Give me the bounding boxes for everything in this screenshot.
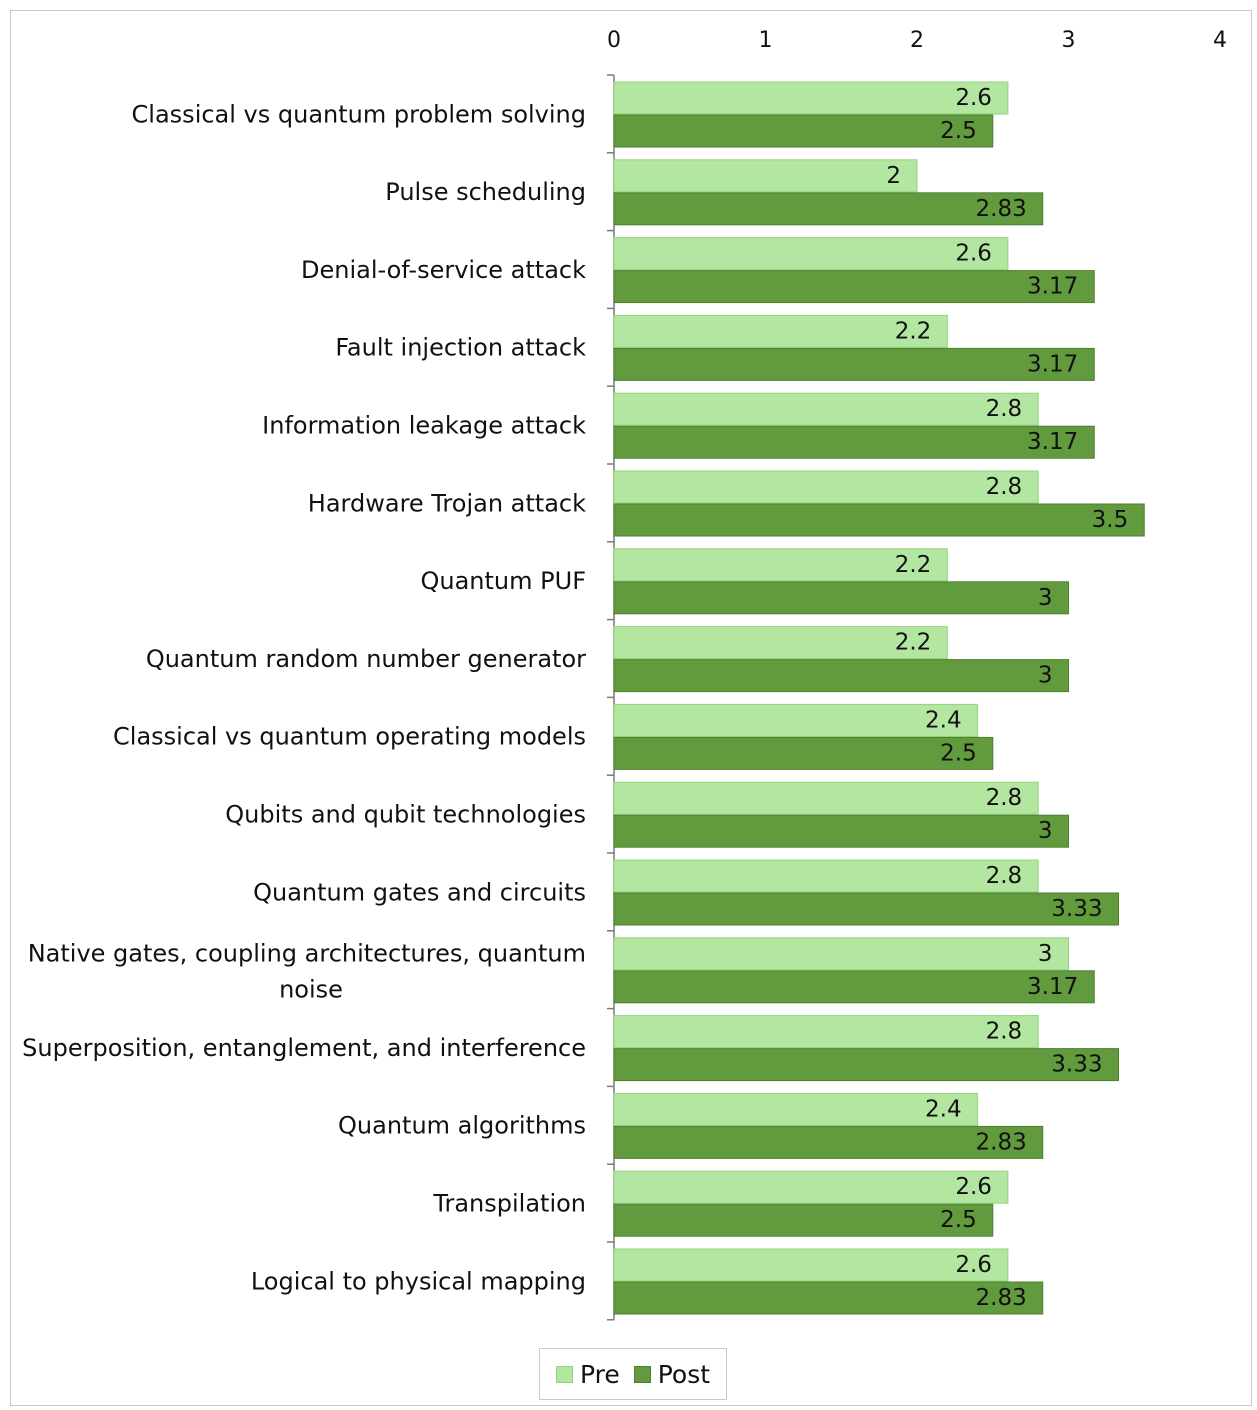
bar-pre: [613, 626, 948, 660]
data-label-post: 2.5: [940, 740, 977, 766]
category-label: Quantum random number generator: [146, 645, 586, 673]
x-tick-label: 0: [607, 28, 621, 53]
data-label-pre: 2.8: [986, 785, 1023, 811]
category-label: Denial-of-service attack: [301, 256, 586, 284]
bar-pre: [613, 237, 1009, 271]
data-label-post: 3: [1038, 663, 1053, 689]
data-label-pre: 2.4: [925, 1096, 962, 1122]
bar-post: [613, 1125, 1044, 1159]
x-tick-label: 2: [910, 28, 924, 53]
category-label: Logical to physical mapping: [251, 1267, 586, 1295]
category-label: Pulse scheduling: [385, 178, 586, 206]
bar-post: [613, 114, 994, 148]
bar-pre: [613, 1015, 1039, 1049]
data-label-pre: 2.6: [955, 85, 992, 111]
bar-pre: [613, 859, 1039, 893]
legend-swatch-pre: [555, 1365, 573, 1383]
data-label-pre: 2.8: [986, 1019, 1023, 1045]
data-label-post: 3: [1038, 585, 1053, 611]
bar-pre: [613, 159, 918, 193]
bar-pre: [613, 781, 1039, 815]
bar-post: [613, 736, 994, 770]
data-label-pre: 2.6: [955, 241, 992, 267]
category-label: Quantum PUF: [421, 567, 587, 595]
data-label-pre: 2: [886, 163, 901, 189]
category-label: Transpilation: [432, 1190, 586, 1218]
bar-pre: [613, 1092, 979, 1126]
legend: Pre Post: [539, 1348, 727, 1400]
x-tick-label: 3: [1062, 28, 1076, 53]
data-label-pre: 2.6: [955, 1174, 992, 1200]
category-label: Superposition, entanglement, and interfe…: [22, 1034, 586, 1062]
bar-pre: [613, 1248, 1009, 1282]
data-label-pre: 2.2: [895, 318, 932, 344]
bar-pre: [613, 470, 1039, 504]
category-label: Qubits and qubit technologies: [225, 801, 586, 829]
bar-post: [613, 581, 1069, 615]
data-label-post: 3.17: [1027, 351, 1078, 377]
data-label-post: 2.83: [976, 1285, 1027, 1311]
data-label-post: 3: [1038, 818, 1053, 844]
data-label-post: 2.5: [940, 1207, 977, 1233]
bar-pre: [613, 1170, 1009, 1204]
data-label-post: 3.33: [1051, 896, 1102, 922]
bar-post: [613, 1281, 1044, 1315]
bar-pre: [613, 392, 1039, 426]
bar-post: [613, 192, 1044, 226]
bar-pre: [613, 548, 948, 582]
category-label: Classical vs quantum problem solving: [132, 100, 586, 128]
category-label: Fault injection attack: [335, 334, 586, 362]
data-label-post: 3.33: [1051, 1052, 1102, 1078]
bar-pre: [613, 703, 979, 737]
bar-post: [613, 1203, 994, 1237]
category-label: Quantum gates and circuits: [253, 878, 586, 906]
data-label-post: 3.17: [1027, 429, 1078, 455]
bar-post: [613, 659, 1069, 693]
data-label-pre: 2.8: [986, 474, 1023, 500]
data-label-post: 2.83: [976, 196, 1027, 222]
data-label-pre: 2.2: [895, 552, 932, 578]
legend-label-pre: Pre: [579, 1359, 620, 1389]
bar-post: [613, 503, 1145, 537]
category-label: Quantum algorithms: [338, 1112, 586, 1140]
bar-post: [613, 270, 1095, 304]
category-label: Hardware Trojan attack: [308, 489, 586, 517]
category-label: Classical vs quantum operating models: [113, 723, 586, 751]
bar-pre: [613, 937, 1069, 971]
data-label-post: 3.17: [1027, 274, 1078, 300]
bar-pre: [613, 314, 948, 348]
x-tick-label: 4: [1213, 28, 1227, 53]
data-label-pre: 2.6: [955, 1252, 992, 1278]
data-label-post: 2.5: [940, 118, 977, 144]
data-label-pre: 3: [1038, 941, 1053, 967]
bar-post: [613, 814, 1069, 848]
data-label-pre: 2.2: [895, 630, 932, 656]
data-label-pre: 2.8: [986, 396, 1023, 422]
data-label-pre: 2.8: [986, 863, 1023, 889]
legend-item-pre: Pre: [555, 1359, 620, 1389]
x-tick-label: 1: [759, 28, 773, 53]
bar-post: [613, 425, 1095, 459]
data-label-post: 3.5: [1092, 507, 1129, 533]
category-label: Native gates, coupling architectures, qu…: [28, 939, 586, 1003]
data-label-post: 2.83: [976, 1129, 1027, 1155]
bar-post: [613, 347, 1095, 381]
legend-label-post: Post: [657, 1359, 711, 1389]
data-label-post: 3.17: [1027, 974, 1078, 1000]
category-label: Information leakage attack: [262, 412, 586, 440]
legend-swatch-post: [633, 1365, 651, 1383]
bar-pre: [613, 81, 1009, 115]
legend-item-post: Post: [633, 1359, 711, 1389]
bar-post: [613, 970, 1095, 1004]
bar-post: [613, 1048, 1119, 1082]
bar-post: [613, 892, 1119, 926]
data-label-pre: 2.4: [925, 707, 962, 733]
